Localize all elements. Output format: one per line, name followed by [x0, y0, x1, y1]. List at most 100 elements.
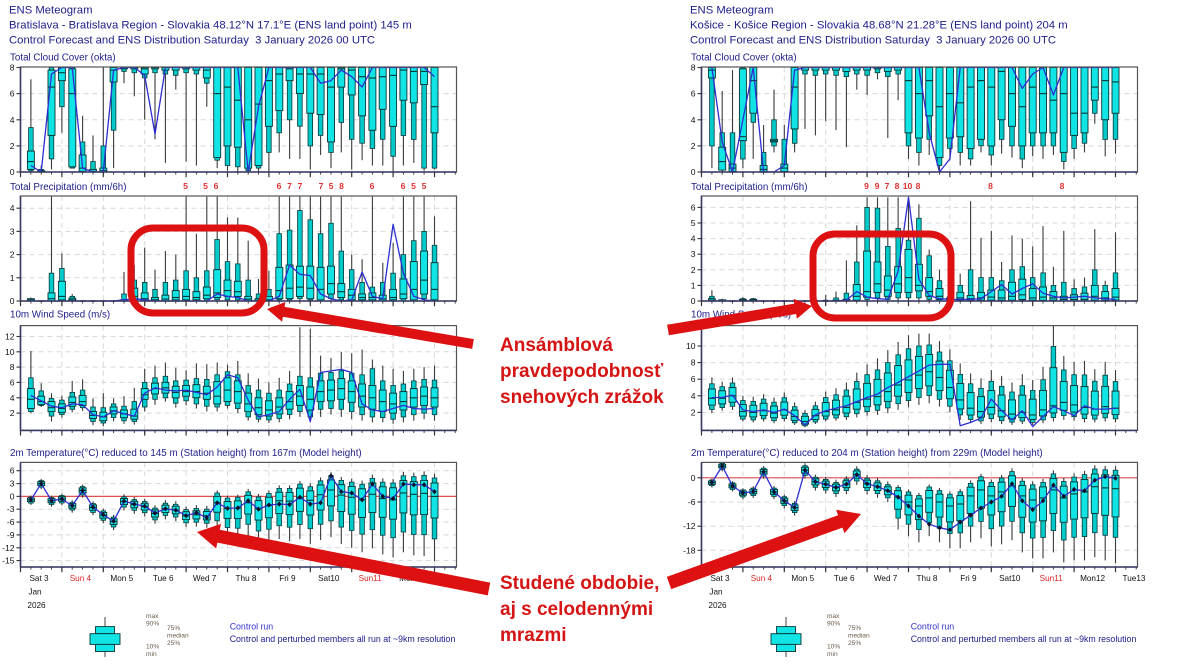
svg-text:6: 6 — [10, 377, 15, 387]
svg-text:Fri 9: Fri 9 — [279, 574, 296, 583]
svg-text:-15: -15 — [2, 556, 15, 566]
svg-text:9: 9 — [864, 181, 869, 191]
svg-text:2026: 2026 — [708, 601, 727, 610]
svg-text:10: 10 — [686, 341, 696, 351]
svg-text:6: 6 — [10, 466, 15, 476]
svg-text:6: 6 — [401, 181, 406, 191]
svg-text:0: 0 — [10, 296, 15, 306]
svg-text:pravdepodobnosť: pravdepodobnosť — [500, 361, 664, 382]
svg-text:Jan: Jan — [709, 588, 723, 597]
svg-text:0: 0 — [691, 473, 696, 483]
svg-text:5: 5 — [691, 218, 696, 228]
svg-text:4: 4 — [10, 203, 15, 213]
svg-text:Ansámblová: Ansámblová — [500, 335, 613, 356]
svg-text:75%: 75% — [167, 625, 180, 632]
svg-text:-18: -18 — [683, 545, 696, 555]
svg-text:6: 6 — [277, 181, 282, 191]
svg-text:Control Forecast and ENS Distr: Control Forecast and ENS Distribution Sa… — [690, 35, 1056, 47]
svg-text:10m Wind Speed (m/s): 10m Wind Speed (m/s) — [10, 310, 110, 321]
svg-text:-12: -12 — [2, 543, 15, 553]
svg-text:Control and perturbed members: Control and perturbed members all run at… — [230, 634, 456, 644]
svg-text:2: 2 — [10, 250, 15, 260]
svg-text:Košice - Košice Region - Slova: Košice - Košice Region - Slovakia 48.68°… — [690, 20, 1068, 32]
svg-text:4: 4 — [691, 115, 696, 125]
svg-text:25%: 25% — [848, 640, 861, 647]
svg-text:Thu 8: Thu 8 — [917, 574, 938, 583]
svg-text:6: 6 — [691, 374, 696, 384]
svg-text:7: 7 — [319, 181, 324, 191]
svg-text:2: 2 — [691, 141, 696, 151]
svg-text:90%: 90% — [827, 621, 840, 628]
svg-text:8: 8 — [988, 181, 993, 191]
svg-text:8: 8 — [10, 362, 15, 372]
svg-text:Total Cloud Cover (okta): Total Cloud Cover (okta) — [691, 53, 797, 64]
svg-text:max: max — [146, 613, 159, 620]
svg-text:2: 2 — [691, 265, 696, 275]
svg-text:4: 4 — [691, 391, 696, 401]
svg-text:-9: -9 — [7, 530, 15, 540]
svg-text:-6: -6 — [688, 497, 696, 507]
svg-text:Tue 6: Tue 6 — [153, 574, 174, 583]
svg-text:Sun 4: Sun 4 — [70, 574, 92, 583]
svg-text:1: 1 — [10, 273, 15, 283]
svg-text:10: 10 — [903, 181, 913, 191]
svg-text:5: 5 — [203, 181, 208, 191]
svg-text:Total Precipitation (mm/6h): Total Precipitation (mm/6h) — [691, 182, 808, 193]
svg-text:2: 2 — [10, 141, 15, 151]
svg-text:7: 7 — [298, 181, 303, 191]
svg-text:3: 3 — [10, 226, 15, 236]
svg-text:2m Temperature(°C) reduced to: 2m Temperature(°C) reduced to 204 m (Sta… — [691, 448, 1043, 459]
svg-text:2: 2 — [691, 407, 696, 417]
svg-text:0: 0 — [691, 296, 696, 306]
svg-text:Control Forecast and ENS Distr: Control Forecast and ENS Distribution Sa… — [9, 35, 375, 47]
svg-text:4: 4 — [691, 234, 696, 244]
svg-text:10%: 10% — [146, 644, 159, 651]
svg-text:25%: 25% — [167, 640, 180, 647]
svg-text:2: 2 — [10, 408, 15, 418]
svg-text:8: 8 — [691, 358, 696, 368]
svg-text:12: 12 — [5, 332, 15, 342]
svg-text:Studené obdobie,: Studené obdobie, — [500, 573, 659, 594]
svg-text:-12: -12 — [683, 521, 696, 531]
svg-text:Tue 6: Tue 6 — [834, 574, 855, 583]
svg-text:Sat 3: Sat 3 — [29, 574, 49, 583]
svg-text:Total Cloud Cover (okta): Total Cloud Cover (okta) — [10, 53, 116, 64]
svg-text:6: 6 — [691, 202, 696, 212]
svg-text:1: 1 — [691, 280, 696, 290]
svg-text:Wed 7: Wed 7 — [193, 574, 217, 583]
svg-text:6: 6 — [214, 181, 219, 191]
svg-text:8: 8 — [1060, 181, 1065, 191]
svg-text:6: 6 — [370, 181, 375, 191]
svg-text:Thu 8: Thu 8 — [236, 574, 257, 583]
svg-text:9: 9 — [875, 181, 880, 191]
svg-text:Mon 5: Mon 5 — [110, 574, 133, 583]
svg-text:5: 5 — [329, 181, 334, 191]
svg-text:-6: -6 — [7, 517, 15, 527]
svg-text:2m Temperature(°C) reduced to: 2m Temperature(°C) reduced to 145 m (Sta… — [10, 448, 362, 459]
svg-text:Wed 7: Wed 7 — [874, 574, 898, 583]
svg-text:8: 8 — [691, 63, 696, 73]
svg-text:10: 10 — [5, 347, 15, 357]
svg-text:2026: 2026 — [27, 601, 46, 610]
svg-text:Sat 3: Sat 3 — [710, 574, 730, 583]
svg-text:4: 4 — [10, 393, 15, 403]
svg-text:8: 8 — [339, 181, 344, 191]
svg-text:Sun11: Sun11 — [1040, 574, 1064, 583]
svg-text:7: 7 — [885, 181, 890, 191]
svg-text:Sat10: Sat10 — [318, 574, 340, 583]
svg-text:Sat10: Sat10 — [999, 574, 1021, 583]
svg-text:snehových zrážok: snehových zrážok — [500, 387, 664, 408]
svg-text:6: 6 — [691, 89, 696, 99]
svg-text:Mon 5: Mon 5 — [791, 574, 814, 583]
svg-text:5: 5 — [183, 181, 188, 191]
svg-text:90%: 90% — [146, 621, 159, 628]
svg-text:-3: -3 — [7, 504, 15, 514]
svg-text:Fri 9: Fri 9 — [960, 574, 977, 583]
svg-text:max: max — [827, 613, 840, 620]
svg-text:10%: 10% — [827, 644, 840, 651]
svg-text:8: 8 — [10, 63, 15, 73]
svg-text:7: 7 — [287, 181, 292, 191]
svg-text:Tue13: Tue13 — [1123, 574, 1146, 583]
svg-text:8: 8 — [916, 181, 921, 191]
svg-text:ENS Meteogram: ENS Meteogram — [690, 5, 774, 17]
